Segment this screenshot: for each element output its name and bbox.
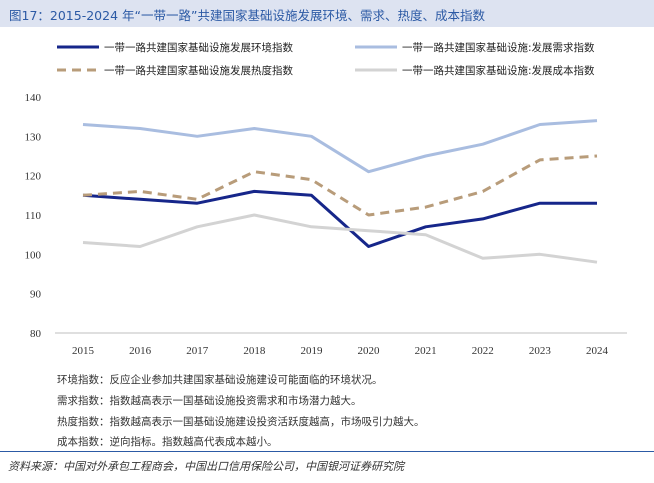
y-tick-label: 90 [30,289,42,301]
source-text: 资料来源：中国对外承包工程商会，中国出口信用保险公司，中国银河证券研究院 [8,460,404,473]
series-line-1 [82,189,597,248]
legend-label-1: 一带一路共建国家基础设施发展环境指数 [104,41,293,54]
x-tick-label: 2016 [129,345,152,357]
source-divider [0,451,654,452]
y-tick-label: 120 [25,171,42,183]
y-tick-label: 80 [30,328,42,340]
y-tick-label: 140 [25,92,42,104]
note-environment: 环境指数：反应企业参加共建国家基础设施建设可能面临的环境状况。 [57,374,383,386]
x-tick-label: 2020 [358,345,381,357]
line-chart: 一带一路共建国家基础设施发展环境指数 一带一路共建国家基础设施:发展需求指数一带一… [25,41,627,357]
series-lines [82,119,598,264]
x-tick-label: 2015 [72,345,95,357]
legend: 一带一路共建国家基础设施发展环境指数 一带一路共建国家基础设施:发展需求指数一带一… [57,41,595,77]
series-line-2 [82,119,598,174]
note-heat: 热度指数：指数越高表示一国基础设施建设投资活跃度越高，市场吸引力越大。 [57,416,425,428]
x-tick-label: 2024 [586,345,609,357]
note-demand: 需求指数：指数越高表示一国基础设施投资需求和市场潜力越大。 [57,395,362,407]
legend-label-3: 一带一路共建国家基础设施发展热度指数 [104,64,293,77]
legend-label-2: 一带一路共建国家基础设施:发展需求指数 [402,41,595,54]
legend-label-4: 一带一路共建国家基础设施:发展成本指数 [402,64,595,77]
title-bar: 图17：2015-2024 年“一带一路”共建国家基础设施发展环境、需求、热度、… [0,0,654,27]
y-tick-label: 130 [25,131,42,143]
x-tick-label: 2022 [472,345,494,357]
series-line-3 [82,154,598,217]
x-tick-label: 2018 [243,345,266,357]
note-cost: 成本指数：逆向指标。指数越高代表成本越小。 [57,436,278,448]
y-tick-label: 100 [25,249,42,261]
x-tick-label: 2023 [529,345,552,357]
x-tick-label: 2021 [415,345,437,357]
axes: 80 90 100 110 120 130 140 2015 2016 2017 2018 2019 2… [25,92,627,357]
series-line-4 [82,213,598,264]
x-tick-label: 2017 [186,345,209,357]
x-tick-label: 2019 [300,345,323,357]
y-tick-label: 110 [25,210,42,222]
figure-title: 图17：2015-2024 年“一带一路”共建国家基础设施发展环境、需求、热度、… [9,8,485,23]
